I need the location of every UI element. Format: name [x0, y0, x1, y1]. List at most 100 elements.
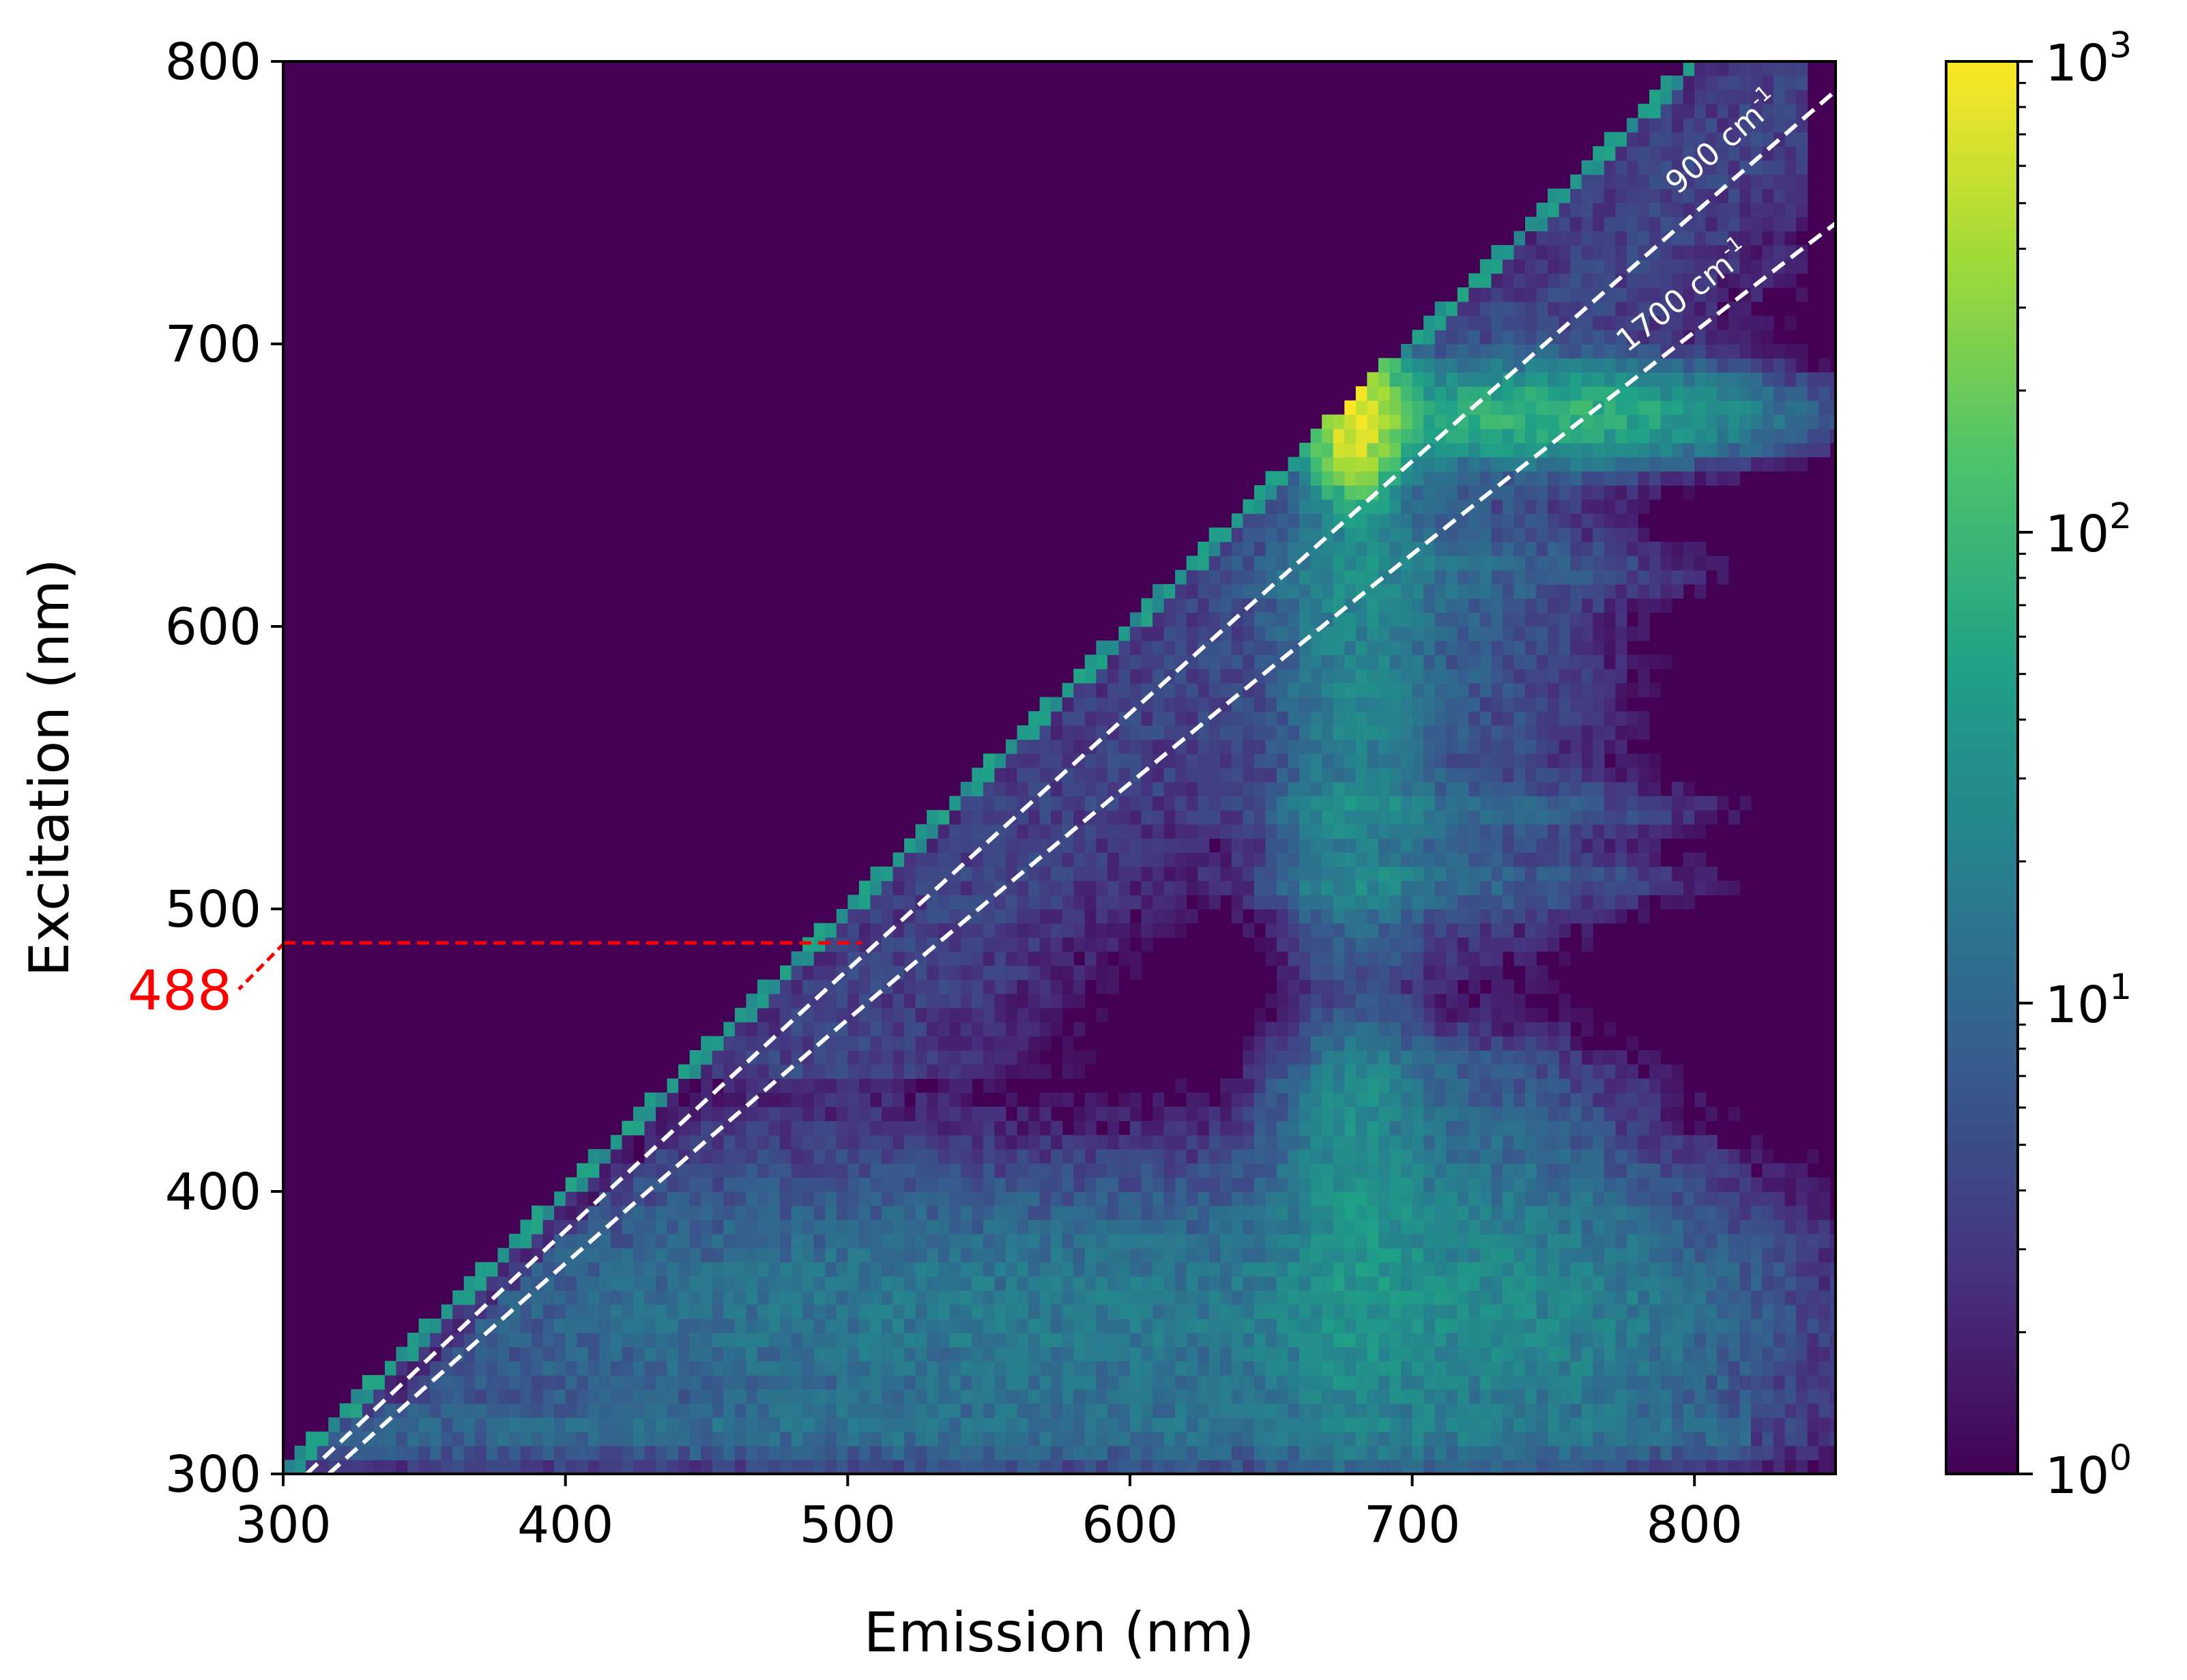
heatmap-cell: [1378, 1304, 1391, 1319]
heatmap-cell: [1423, 852, 1436, 867]
heatmap-cell: [1423, 1247, 1436, 1263]
heatmap-cell: [1604, 1417, 1616, 1432]
heatmap-cell: [1638, 1219, 1650, 1234]
heatmap-cell: [689, 1361, 701, 1376]
heatmap-cell: [1604, 1177, 1616, 1192]
heatmap-cell: [1502, 1417, 1515, 1432]
heatmap-cell: [1784, 1177, 1797, 1192]
heatmap-cell: [622, 1276, 634, 1291]
heatmap-cell: [1468, 1375, 1481, 1390]
heatmap-cell: [1310, 951, 1322, 966]
heatmap-cell: [1604, 1205, 1616, 1220]
heatmap-cell: [1446, 1205, 1458, 1220]
heatmap-cell: [1423, 1120, 1436, 1135]
heatmap-cell: [610, 1417, 622, 1432]
heatmap-cell: [1129, 711, 1142, 726]
heatmap-cell: [1593, 1120, 1605, 1135]
heatmap-cell: [656, 1403, 668, 1418]
heatmap-cell: [983, 1007, 995, 1023]
heatmap-cell: [1288, 1431, 1300, 1447]
heatmap-cell: [1694, 1262, 1707, 1277]
heatmap-cell: [1243, 810, 1255, 825]
heatmap-cell: [904, 1276, 916, 1291]
heatmap-cell: [1739, 1219, 1752, 1234]
heatmap-cell: [1265, 697, 1277, 712]
heatmap-cell: [893, 1177, 905, 1192]
heatmap-cell: [689, 1205, 701, 1220]
heatmap-cell: [1423, 824, 1436, 839]
heatmap-cell: [904, 1460, 916, 1474]
heatmap-cell: [1333, 866, 1345, 882]
heatmap-cell: [768, 1431, 781, 1447]
heatmap-cell: [972, 1431, 984, 1447]
heatmap-cell: [396, 1431, 408, 1447]
heatmap-cell: [1446, 725, 1458, 740]
heatmap-cell: [904, 1191, 916, 1206]
heatmap-cell: [858, 1304, 871, 1319]
heatmap-cell: [656, 1163, 668, 1178]
heatmap-cell: [1208, 1163, 1221, 1178]
heatmap-cell: [1118, 1445, 1131, 1460]
heatmap-cell: [1299, 1148, 1312, 1164]
heatmap-cell: [1672, 1361, 1684, 1376]
heatmap-cell: [1570, 1318, 1582, 1333]
heatmap-cell: [1615, 1106, 1627, 1122]
heatmap-cell: [1548, 1431, 1560, 1447]
heatmap-cell: [1717, 796, 1729, 811]
heatmap-cell: [746, 1431, 758, 1447]
heatmap-cell: [949, 1247, 961, 1263]
heatmap-cell: [1615, 810, 1627, 825]
heatmap-cell: [1457, 1346, 1469, 1361]
heatmap-cell: [1615, 1262, 1627, 1277]
heatmap-cell: [960, 1177, 972, 1192]
heatmap-cell: [532, 1318, 544, 1333]
heatmap-cell: [1389, 739, 1402, 754]
heatmap-cell: [1084, 1205, 1097, 1220]
heatmap-cell: [1378, 824, 1391, 839]
heatmap-cell: [1367, 1389, 1379, 1404]
heatmap-cell: [712, 1064, 724, 1079]
heatmap-cell: [1333, 824, 1345, 839]
heatmap-cell: [960, 1106, 972, 1122]
heatmap-cell: [1208, 1148, 1221, 1164]
heatmap-cell: [802, 1163, 815, 1178]
heatmap-cell: [1660, 1177, 1672, 1192]
heatmap-cell: [1051, 1375, 1063, 1390]
heatmap-cell: [1559, 1403, 1571, 1418]
heatmap-cell: [1638, 1375, 1650, 1390]
heatmap-cell: [1017, 1135, 1029, 1150]
heatmap-cell: [1649, 1290, 1662, 1305]
heatmap-cell: [994, 1007, 1006, 1023]
heatmap-cell: [1423, 1417, 1436, 1432]
heatmap-cell: [1615, 1163, 1627, 1178]
heatmap-cell: [915, 1007, 927, 1023]
heatmap-cell: [1163, 1135, 1176, 1150]
heatmap-cell: [656, 1092, 668, 1107]
heatmap-cell: [848, 1445, 860, 1460]
heatmap-cell: [1819, 1205, 1831, 1220]
heatmap-cell: [1638, 866, 1650, 882]
heatmap-cell: [1084, 1361, 1097, 1376]
heatmap-cell: [1502, 1290, 1515, 1305]
heatmap-cell: [1468, 1276, 1481, 1291]
heatmap-cell: [542, 1219, 555, 1234]
heatmap-cell: [1513, 725, 1526, 740]
heatmap-cell: [1446, 1290, 1458, 1305]
heatmap-cell: [656, 1234, 668, 1249]
heatmap-cell: [1525, 1120, 1537, 1135]
heatmap-cell: [927, 994, 950, 1009]
heatmap-cell: [1344, 781, 1357, 796]
heatmap-cell: [1468, 1120, 1481, 1135]
heatmap-cell: [1096, 1135, 1108, 1150]
heatmap-cell: [1005, 739, 1018, 754]
heatmap-cell: [1536, 1361, 1560, 1376]
heatmap-cell: [1231, 796, 1243, 811]
heatmap-cell: [802, 1177, 815, 1192]
heatmap-cell: [927, 1318, 939, 1333]
heatmap-cell: [1615, 1417, 1627, 1432]
heatmap-cell: [1570, 1417, 1582, 1432]
heatmap-cell: [1548, 937, 1560, 952]
heatmap-cell: [1728, 1177, 1740, 1192]
heatmap-cell: [1084, 1389, 1097, 1404]
heatmap-cell: [1536, 1276, 1548, 1291]
